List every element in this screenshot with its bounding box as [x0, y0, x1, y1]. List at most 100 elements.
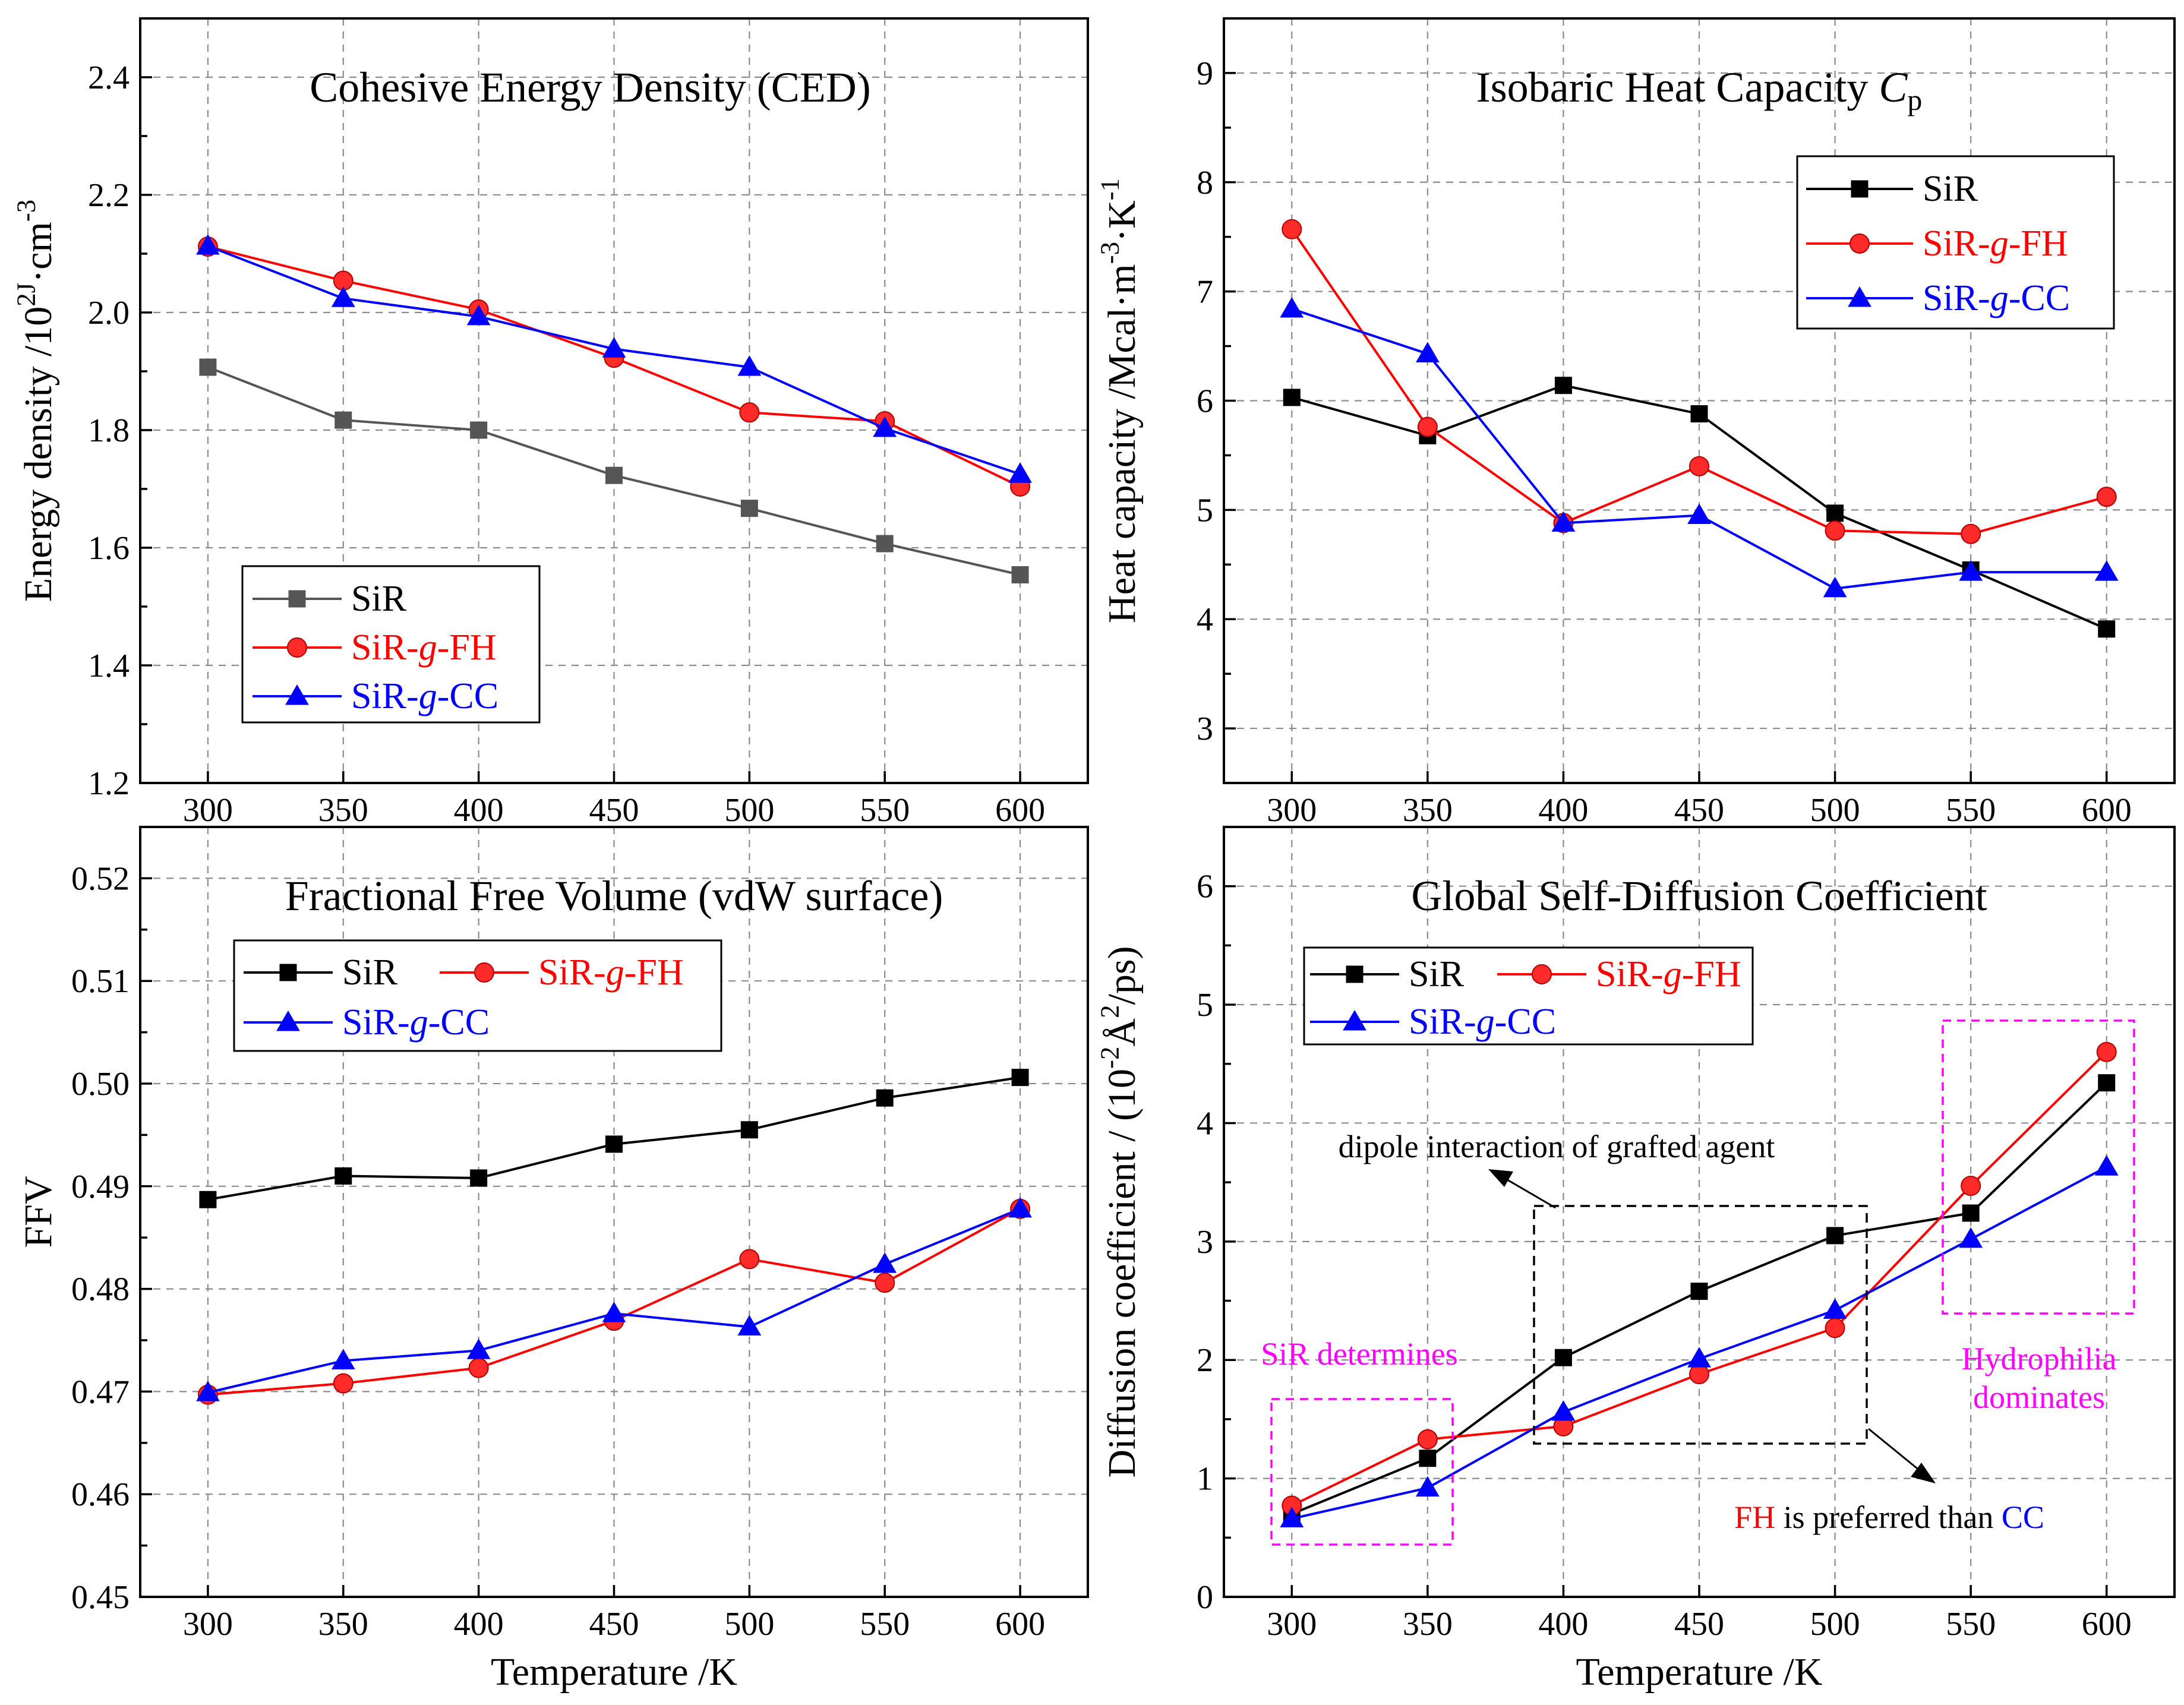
- legend: SiR SiR-g-FH SiR-g-CC: [1796, 155, 2115, 330]
- legend-label: SiR-g-FH: [351, 627, 497, 668]
- legend-label: SiR: [342, 952, 398, 993]
- x-tick-label: 300: [1267, 792, 1317, 829]
- preference-annotation: FH is preferred than CC: [1734, 1499, 2044, 1535]
- data-point: [875, 1273, 895, 1293]
- data-point: [466, 304, 491, 326]
- data-point: [1283, 389, 1301, 406]
- data-point: [1554, 377, 1572, 394]
- data-point: [2098, 1074, 2116, 1092]
- x-axis-label: Temperature /K: [1576, 1650, 1822, 1694]
- y-tick-label: 4: [1197, 1105, 1213, 1142]
- x-tick-label: 400: [1538, 792, 1588, 829]
- y-tick-label: 0.49: [71, 1169, 130, 1205]
- data-point: [1959, 1227, 1983, 1248]
- x-tick-label: 600: [2082, 1606, 2132, 1643]
- data-point: [1690, 1283, 1708, 1300]
- legend-label: SiR-g-FH: [1596, 954, 1741, 994]
- y-tick-label: 0: [1197, 1579, 1213, 1616]
- sir-determines-annotation: SiR determines: [1261, 1336, 1457, 1372]
- data-point: [1280, 297, 1304, 318]
- y-tick-label: 2.0: [88, 295, 130, 331]
- x-tick-label: 350: [318, 1606, 368, 1643]
- data-point: [1011, 1069, 1029, 1087]
- legend-label: SiR-g-CC: [342, 1002, 490, 1043]
- legend-marker: [279, 964, 297, 981]
- data-point: [1417, 1429, 1438, 1450]
- legend-label: SiR-g-CC: [351, 676, 498, 716]
- x-tick-label: 350: [318, 792, 368, 829]
- legend-box: [1303, 946, 1754, 1046]
- data-point: [876, 535, 894, 552]
- data-point: [331, 1349, 355, 1370]
- data-point: [1551, 1400, 1576, 1421]
- data-point: [739, 402, 760, 423]
- x-tick-label: 600: [2082, 792, 2132, 829]
- data-point: [1415, 1476, 1440, 1497]
- series-SiR: [199, 1069, 1029, 1208]
- x-tick-label: 300: [183, 1606, 233, 1643]
- data-point: [1011, 566, 1029, 584]
- x-tick-label: 450: [1674, 1606, 1724, 1643]
- chart-panel-3: 300 350 400 450 500 550 600 0.45 0.46 0.47 0.48 0.4…: [17, 826, 1089, 1694]
- data-point: [1417, 416, 1438, 437]
- data-point: [1825, 520, 1845, 541]
- x-tick-label: 350: [1403, 1606, 1453, 1643]
- data-point: [1690, 405, 1708, 423]
- data-point: [1008, 1196, 1032, 1218]
- data-point: [199, 358, 217, 376]
- dipole-arrow-head: [1488, 1169, 1513, 1187]
- preference-arrow-head: [1911, 1463, 1936, 1483]
- data-point: [602, 1302, 626, 1322]
- legend-label: SiR: [1923, 169, 1978, 209]
- data-point: [873, 1252, 897, 1273]
- data-point: [1282, 219, 1302, 239]
- data-point: [1826, 1227, 1844, 1245]
- y-tick-label: 0.48: [71, 1271, 130, 1308]
- data-point: [2096, 1041, 2117, 1062]
- data-point: [196, 1381, 220, 1401]
- legend: SiR SiR-g-FH SiR-g-CC: [233, 939, 722, 1052]
- legend-label: SiR: [351, 579, 407, 619]
- legend-marker: [1343, 1009, 1366, 1031]
- y-tick-label: 0.46: [71, 1476, 130, 1513]
- series-SiR-g-CC: [1280, 297, 2119, 598]
- data-point: [470, 421, 488, 439]
- x-tick-label: 500: [1810, 1606, 1860, 1643]
- data-point: [334, 411, 352, 429]
- x-axis-label: Temperature /K: [491, 1650, 737, 1694]
- data-point: [1689, 456, 1709, 476]
- x-tick-label: 500: [724, 792, 774, 829]
- legend-marker: [1851, 180, 1869, 198]
- y-tick-label: 0.51: [71, 963, 130, 1000]
- x-tick-label: 500: [1810, 792, 1860, 829]
- data-point: [2094, 560, 2119, 581]
- x-tick-label: 450: [589, 792, 639, 829]
- y-tick-label: 0.47: [71, 1374, 130, 1410]
- dipole-annotation: dipole interaction of grafted agent: [1339, 1129, 1775, 1164]
- series-SiR-g-FH: [1282, 1041, 2117, 1516]
- data-point: [331, 286, 355, 307]
- legend: SiR SiR-g-FH SiR-g-CC: [1303, 946, 1754, 1046]
- legend-label: SiR-g-FH: [1923, 223, 2068, 264]
- data-point: [2094, 1155, 2119, 1176]
- data-point: [737, 1315, 762, 1336]
- y-tick-label: 1.8: [88, 412, 130, 449]
- data-point: [2096, 487, 2117, 507]
- y-tick-label: 0.45: [71, 1579, 130, 1616]
- legend-marker: [288, 590, 306, 608]
- y-tick-label: 0.50: [71, 1066, 130, 1103]
- legend: SiR SiR-g-FH SiR-g-CC: [241, 565, 541, 724]
- data-point: [334, 1167, 352, 1185]
- y-tick-label: 2.4: [88, 59, 130, 96]
- x-tick-label: 450: [589, 1606, 639, 1643]
- y-tick-label: 5: [1197, 987, 1213, 1024]
- series-SiR-g-CC: [196, 234, 1032, 483]
- legend-marker: [1850, 233, 1870, 254]
- legend-marker: [285, 684, 309, 705]
- y-tick-label: 0.52: [71, 860, 130, 897]
- legend-marker: [1346, 965, 1364, 983]
- data-point: [1961, 1176, 1981, 1196]
- sir-determines-box: [1270, 1398, 1454, 1546]
- series-SiR: [199, 358, 1029, 584]
- x-tick-label: 500: [724, 1606, 774, 1643]
